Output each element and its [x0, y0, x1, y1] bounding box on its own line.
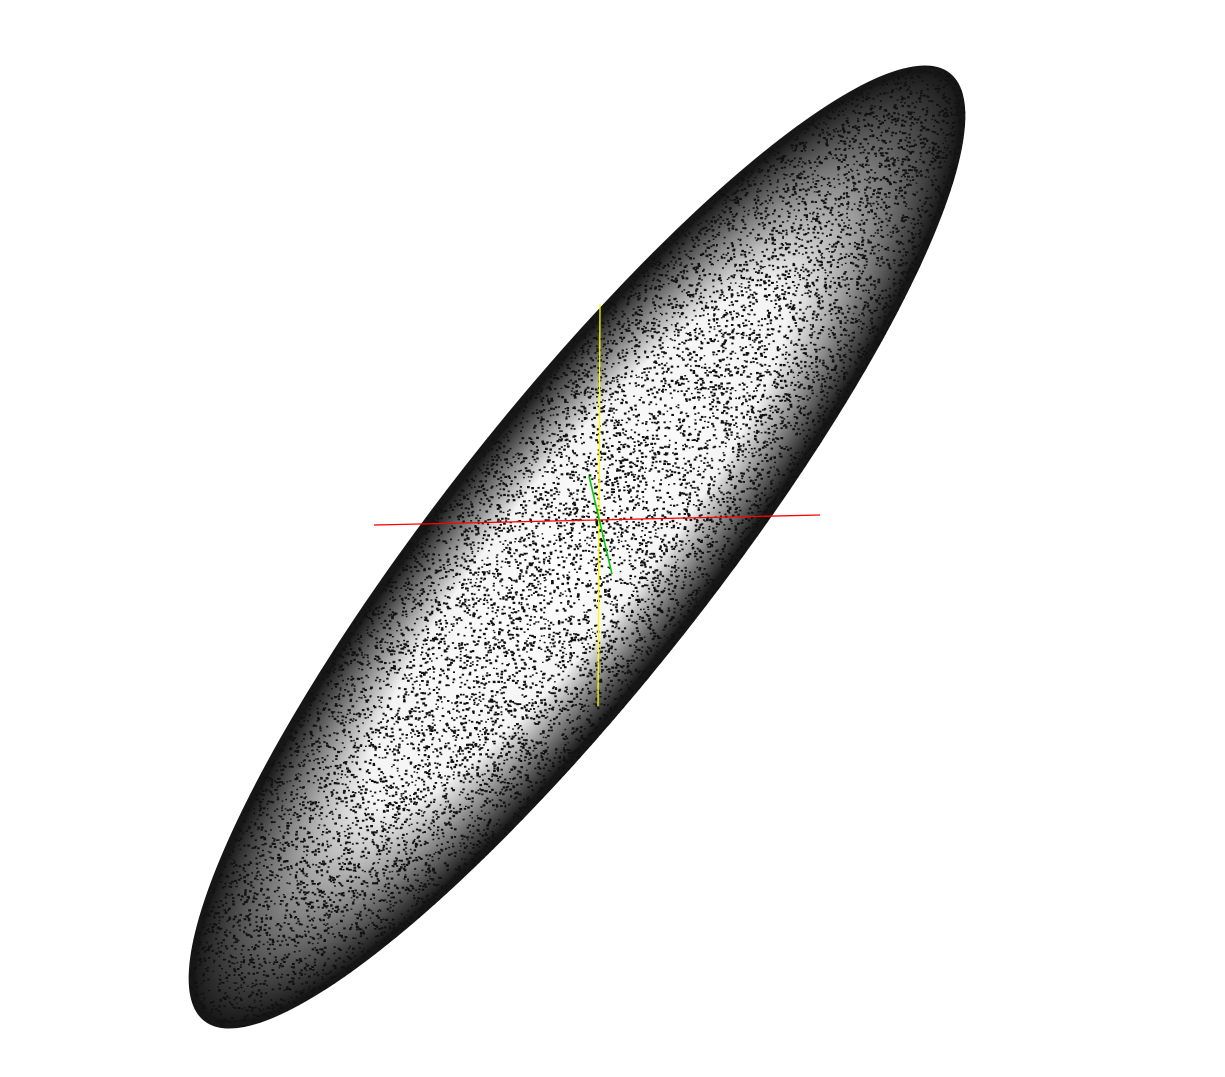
ellipsoid-cloud	[188, 65, 968, 1030]
point-cloud-points	[189, 65, 968, 1030]
point-markers	[189, 65, 968, 1030]
z-axis-line	[588, 475, 613, 575]
y-axis-line	[597, 303, 601, 707]
x-axis-line	[373, 514, 821, 526]
coordinate-axes	[373, 303, 821, 707]
